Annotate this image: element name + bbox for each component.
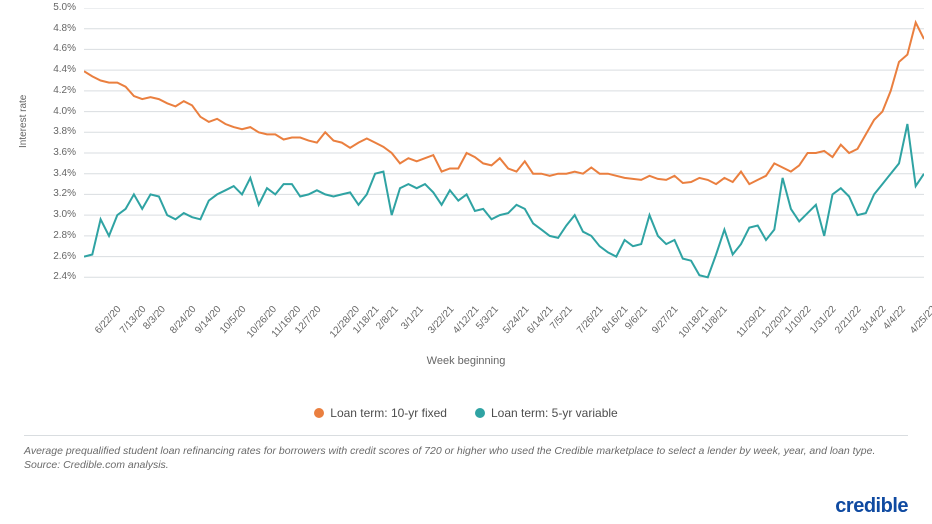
x-tick-label: 5/24/21 — [501, 304, 532, 336]
y-tick-label: 5.0% — [36, 2, 76, 13]
legend-swatch — [475, 408, 485, 418]
x-tick-label: 1/31/22 — [808, 304, 839, 336]
chart-container: Interest rate 2.4% 2.6% 2.8% 3.0% 3.2% 3.4% 3.… — [0, 0, 932, 524]
y-tick-label: 4.2% — [36, 85, 76, 96]
y-tick-label: 3.8% — [36, 126, 76, 137]
divider — [24, 435, 908, 436]
x-tick-label: 2/21/22 — [833, 304, 864, 336]
y-tick-label: 4.6% — [36, 43, 76, 54]
data-series — [84, 23, 924, 278]
gridlines — [84, 8, 924, 277]
x-tick-label: 3/22/21 — [426, 304, 457, 336]
series-line — [84, 124, 924, 277]
x-tick-label: 4/25/22 — [908, 304, 932, 336]
x-tick-label: 9/14/20 — [193, 304, 224, 336]
chart-area: Interest rate 2.4%2.6%2.8%3.0%3.2%3.4%3.… — [24, 8, 908, 358]
legend-label: Loan term: 10-yr fixed — [330, 406, 447, 420]
y-tick-label: 3.6% — [36, 147, 76, 158]
x-axis-ticks: 6/22/207/13/208/3/208/24/209/14/2010/5/2… — [84, 300, 924, 360]
y-tick-label: 2.6% — [36, 251, 76, 262]
legend-item: Loan term: 5-yr variable — [475, 406, 618, 420]
y-tick-label: 2.4% — [36, 271, 76, 282]
legend-label: Loan term: 5-yr variable — [491, 406, 618, 420]
legend-swatch — [314, 408, 324, 418]
x-tick-label: 8/24/20 — [168, 304, 199, 336]
x-tick-label: 6/22/20 — [93, 304, 124, 336]
x-tick-label: 10/5/20 — [218, 304, 249, 336]
y-axis-title: Interest rate — [18, 95, 29, 148]
y-tick-label: 3.0% — [36, 209, 76, 220]
legend: Loan term: 10-yr fixed Loan term: 5-yr va… — [24, 406, 908, 421]
x-tick-label: 3/1/21 — [399, 304, 426, 332]
x-tick-label: 7/26/21 — [575, 304, 606, 336]
line-chart — [84, 8, 924, 298]
y-tick-label: 3.4% — [36, 168, 76, 179]
legend-item: Loan term: 10-yr fixed — [314, 406, 447, 420]
brand-logo: credible — [835, 495, 908, 518]
y-tick-label: 2.8% — [36, 230, 76, 241]
y-tick-label: 3.2% — [36, 188, 76, 199]
caption-text: Average prequalified student loan refina… — [24, 444, 908, 472]
y-tick-label: 4.0% — [36, 106, 76, 117]
y-tick-label: 4.4% — [36, 64, 76, 75]
x-tick-label: 9/27/21 — [650, 304, 681, 336]
x-axis-title: Week beginning — [0, 355, 932, 367]
series-line — [84, 23, 924, 185]
y-tick-label: 4.8% — [36, 23, 76, 34]
